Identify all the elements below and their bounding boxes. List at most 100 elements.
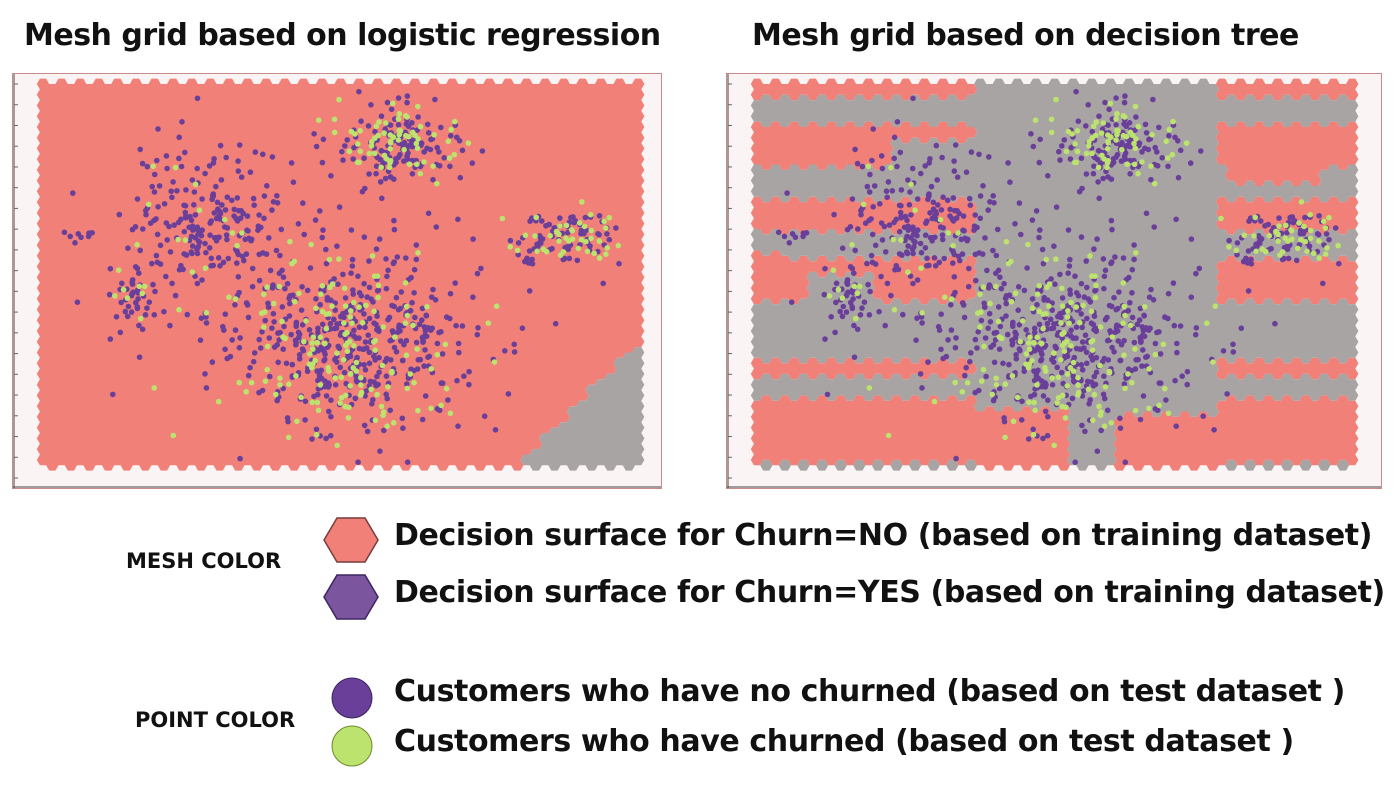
not-churned-point bbox=[323, 393, 330, 399]
not-churned-point bbox=[967, 202, 974, 208]
not-churned-point bbox=[234, 260, 240, 266]
churned-point bbox=[401, 146, 407, 153]
not-churned-point bbox=[422, 393, 429, 399]
churned-point bbox=[591, 250, 597, 257]
not-churned-point bbox=[1156, 380, 1163, 386]
not-churned-point bbox=[389, 328, 396, 334]
not-churned-point bbox=[219, 202, 225, 208]
not-churned-point bbox=[414, 366, 421, 372]
not-churned-point bbox=[421, 149, 428, 155]
churned-point bbox=[1114, 111, 1120, 117]
churned-point bbox=[182, 237, 189, 243]
churned-point bbox=[1166, 126, 1173, 133]
not-churned-point bbox=[1129, 266, 1136, 273]
churned-point bbox=[276, 283, 283, 290]
not-churned-point bbox=[950, 195, 957, 201]
not-churned-point bbox=[317, 208, 323, 214]
circle-icon-churn bbox=[331, 725, 373, 767]
not-churned-point bbox=[419, 416, 426, 423]
not-churned-point bbox=[781, 233, 788, 240]
churned-point bbox=[348, 128, 355, 135]
churned-point bbox=[358, 382, 364, 388]
churned-point bbox=[543, 248, 550, 255]
churned-point bbox=[1131, 161, 1138, 168]
not-churned-point bbox=[1018, 417, 1025, 423]
not-churned-point bbox=[1019, 398, 1025, 405]
not-churned-point bbox=[851, 354, 858, 361]
churned-point bbox=[431, 132, 438, 138]
not-churned-point bbox=[1188, 236, 1195, 242]
churned-point bbox=[547, 233, 553, 239]
not-churned-point bbox=[1036, 321, 1043, 328]
not-churned-point bbox=[821, 291, 828, 298]
churned-point bbox=[576, 220, 583, 226]
not-churned-point bbox=[1065, 227, 1072, 233]
not-churned-point bbox=[1165, 315, 1171, 322]
not-churned-point bbox=[1039, 246, 1046, 253]
churned-point bbox=[403, 303, 410, 310]
not-churned-point bbox=[505, 391, 512, 397]
not-churned-point bbox=[1056, 148, 1062, 155]
not-churned-point bbox=[289, 361, 296, 368]
churned-point bbox=[1322, 225, 1329, 231]
not-churned-point bbox=[356, 290, 363, 296]
churned-point bbox=[389, 368, 395, 375]
not-churned-point bbox=[334, 243, 340, 249]
churned-point bbox=[1210, 359, 1216, 365]
churned-point bbox=[857, 283, 863, 290]
not-churned-point bbox=[300, 200, 306, 206]
churned-point bbox=[1009, 373, 1016, 379]
churned-point bbox=[1062, 415, 1069, 421]
churned-point bbox=[1279, 249, 1286, 255]
churned-point bbox=[1298, 199, 1305, 205]
not-churned-point bbox=[581, 230, 587, 237]
churned-point bbox=[277, 375, 283, 382]
not-churned-point bbox=[107, 265, 114, 272]
not-churned-point bbox=[985, 207, 991, 213]
churned-point bbox=[1095, 164, 1102, 171]
not-churned-point bbox=[251, 202, 257, 208]
not-churned-point bbox=[475, 325, 481, 331]
churned-point bbox=[1025, 340, 1032, 346]
not-churned-point bbox=[913, 337, 919, 344]
churned-point bbox=[353, 359, 360, 366]
not-churned-point bbox=[604, 231, 610, 237]
not-churned-point bbox=[927, 156, 933, 162]
not-churned-point bbox=[1284, 229, 1290, 236]
churned-point bbox=[421, 159, 427, 165]
not-churned-point bbox=[1096, 113, 1102, 119]
churned-point bbox=[356, 304, 362, 310]
not-churned-point bbox=[1087, 299, 1094, 305]
not-churned-point bbox=[271, 319, 277, 325]
not-churned-point bbox=[951, 251, 958, 258]
not-churned-point bbox=[360, 346, 366, 353]
churned-point bbox=[1027, 334, 1033, 341]
not-churned-point bbox=[1090, 170, 1097, 177]
not-churned-point bbox=[223, 154, 229, 161]
not-churned-point bbox=[427, 146, 434, 153]
not-churned-point bbox=[960, 213, 967, 219]
not-churned-point bbox=[1028, 131, 1034, 137]
not-churned-point bbox=[857, 312, 864, 318]
not-churned-point bbox=[899, 252, 905, 258]
not-churned-point bbox=[900, 311, 906, 318]
churned-point bbox=[1014, 394, 1021, 401]
not-churned-point bbox=[1262, 223, 1268, 229]
not-churned-point bbox=[1040, 260, 1047, 267]
not-churned-point bbox=[344, 137, 351, 143]
churned-point bbox=[1023, 351, 1030, 357]
not-churned-point bbox=[1137, 305, 1144, 312]
not-churned-point bbox=[144, 163, 151, 170]
not-churned-point bbox=[539, 236, 546, 242]
churned-point bbox=[1077, 319, 1083, 326]
churned-point bbox=[1040, 325, 1046, 332]
churned-point bbox=[1055, 374, 1062, 381]
not-churned-point bbox=[870, 126, 876, 132]
not-churned-point bbox=[362, 339, 369, 345]
not-churned-point bbox=[430, 286, 436, 293]
not-churned-point bbox=[929, 215, 935, 222]
churned-point bbox=[342, 331, 348, 338]
churned-point bbox=[1163, 138, 1170, 145]
churned-point bbox=[888, 164, 894, 171]
not-churned-point bbox=[383, 373, 390, 380]
